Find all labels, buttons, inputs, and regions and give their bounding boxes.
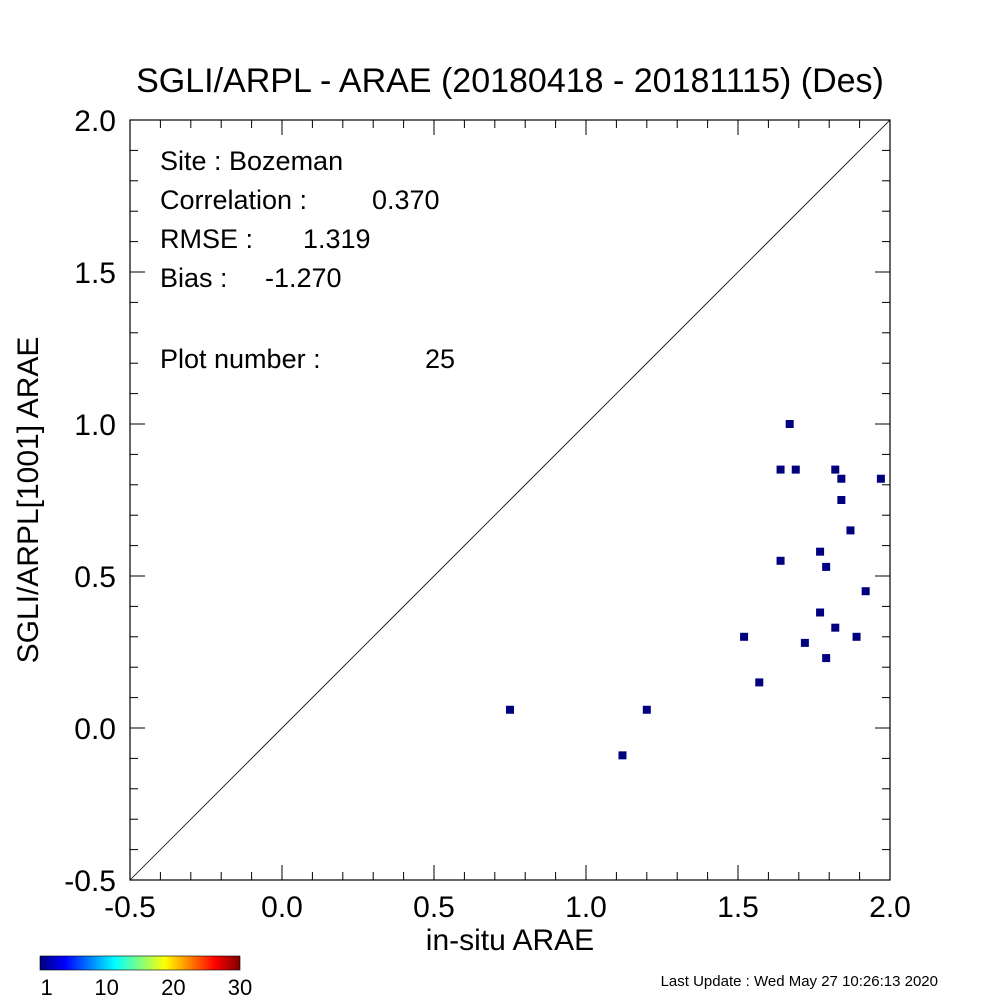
data-point: [816, 608, 825, 617]
stat-plot-number-value: 25: [425, 344, 455, 374]
data-point: [837, 474, 846, 483]
data-point: [776, 465, 785, 474]
data-point: [837, 496, 846, 504]
data-point: [776, 556, 785, 565]
data-point: [785, 420, 794, 428]
data-point: [740, 632, 749, 641]
y-tick-label: 0.5: [74, 561, 116, 594]
stat-rmse-value: 1.319: [303, 224, 371, 254]
data-point: [755, 678, 764, 687]
data-point: [852, 632, 861, 641]
y-tick-label: 1.0: [74, 409, 116, 442]
data-point: [800, 638, 809, 647]
data-point: [876, 474, 885, 483]
data-point: [642, 705, 651, 714]
data-point: [861, 587, 870, 596]
x-tick-label: 0.5: [413, 891, 455, 924]
x-axis-label: in-situ ARAE: [426, 924, 594, 957]
colorbar: 1 10 20 30: [39, 955, 253, 1000]
x-tick-label: 0.0: [261, 891, 303, 924]
colorbar-bar: [39, 955, 241, 971]
plot-frame: [129, 119, 891, 881]
data-point: [506, 705, 514, 714]
stat-plot-number-label: Plot number :: [160, 344, 321, 374]
data-points: [506, 420, 885, 760]
stat-correlation-label: Correlation :: [160, 185, 307, 215]
y-axis-label: SGLI/ARPL[1001] ARAE: [12, 337, 45, 664]
colorbar-tick-label: 1: [41, 975, 53, 1000]
x-tick-label: 1.0: [565, 891, 607, 924]
y-tick-label: 0.0: [74, 713, 116, 746]
last-update-text: Last Update : Wed May 27 10:26:13 2020: [661, 973, 938, 990]
colorbar-tick-label: 30: [228, 975, 252, 1000]
stat-correlation-value: 0.370: [372, 185, 440, 215]
data-point: [822, 562, 831, 571]
stats-block: Site : Bozeman Correlation : 0.370 RMSE …: [160, 146, 455, 374]
data-point: [831, 623, 840, 632]
data-point: [816, 547, 825, 556]
axis-tick-labels: -0.5 0.0 0.5 1.0 1.5 2.0 -0.5 0.0 0.5 1.0 1.5 2.0: [64, 105, 911, 924]
stat-bias-value: -1.270: [265, 263, 342, 293]
y-tick-label: 1.5: [74, 257, 116, 290]
data-point: [831, 465, 840, 474]
one-to-one-reference-line: [129, 119, 891, 881]
stat-rmse-label: RMSE :: [160, 224, 253, 254]
colorbar-tick-labels: 1 10 20 30: [41, 975, 253, 1000]
colorbar-tick-label: 10: [94, 975, 118, 1000]
stat-bias-label: Bias :: [160, 263, 228, 293]
y-tick-label: -0.5: [64, 865, 116, 898]
x-tick-label: -0.5: [104, 891, 156, 924]
colorbar-tick-label: 20: [161, 975, 185, 1000]
data-point: [822, 654, 831, 663]
chart-title: SGLI/ARPL - ARAE (20180418 - 20181115) (…: [136, 62, 884, 100]
x-tick-label: 2.0: [869, 891, 911, 924]
data-point: [791, 465, 800, 474]
data-point: [618, 751, 627, 760]
x-tick-label: 1.5: [717, 891, 759, 924]
data-point: [846, 526, 855, 535]
stat-site: Site : Bozeman: [160, 146, 343, 176]
y-tick-label: 2.0: [74, 105, 116, 138]
